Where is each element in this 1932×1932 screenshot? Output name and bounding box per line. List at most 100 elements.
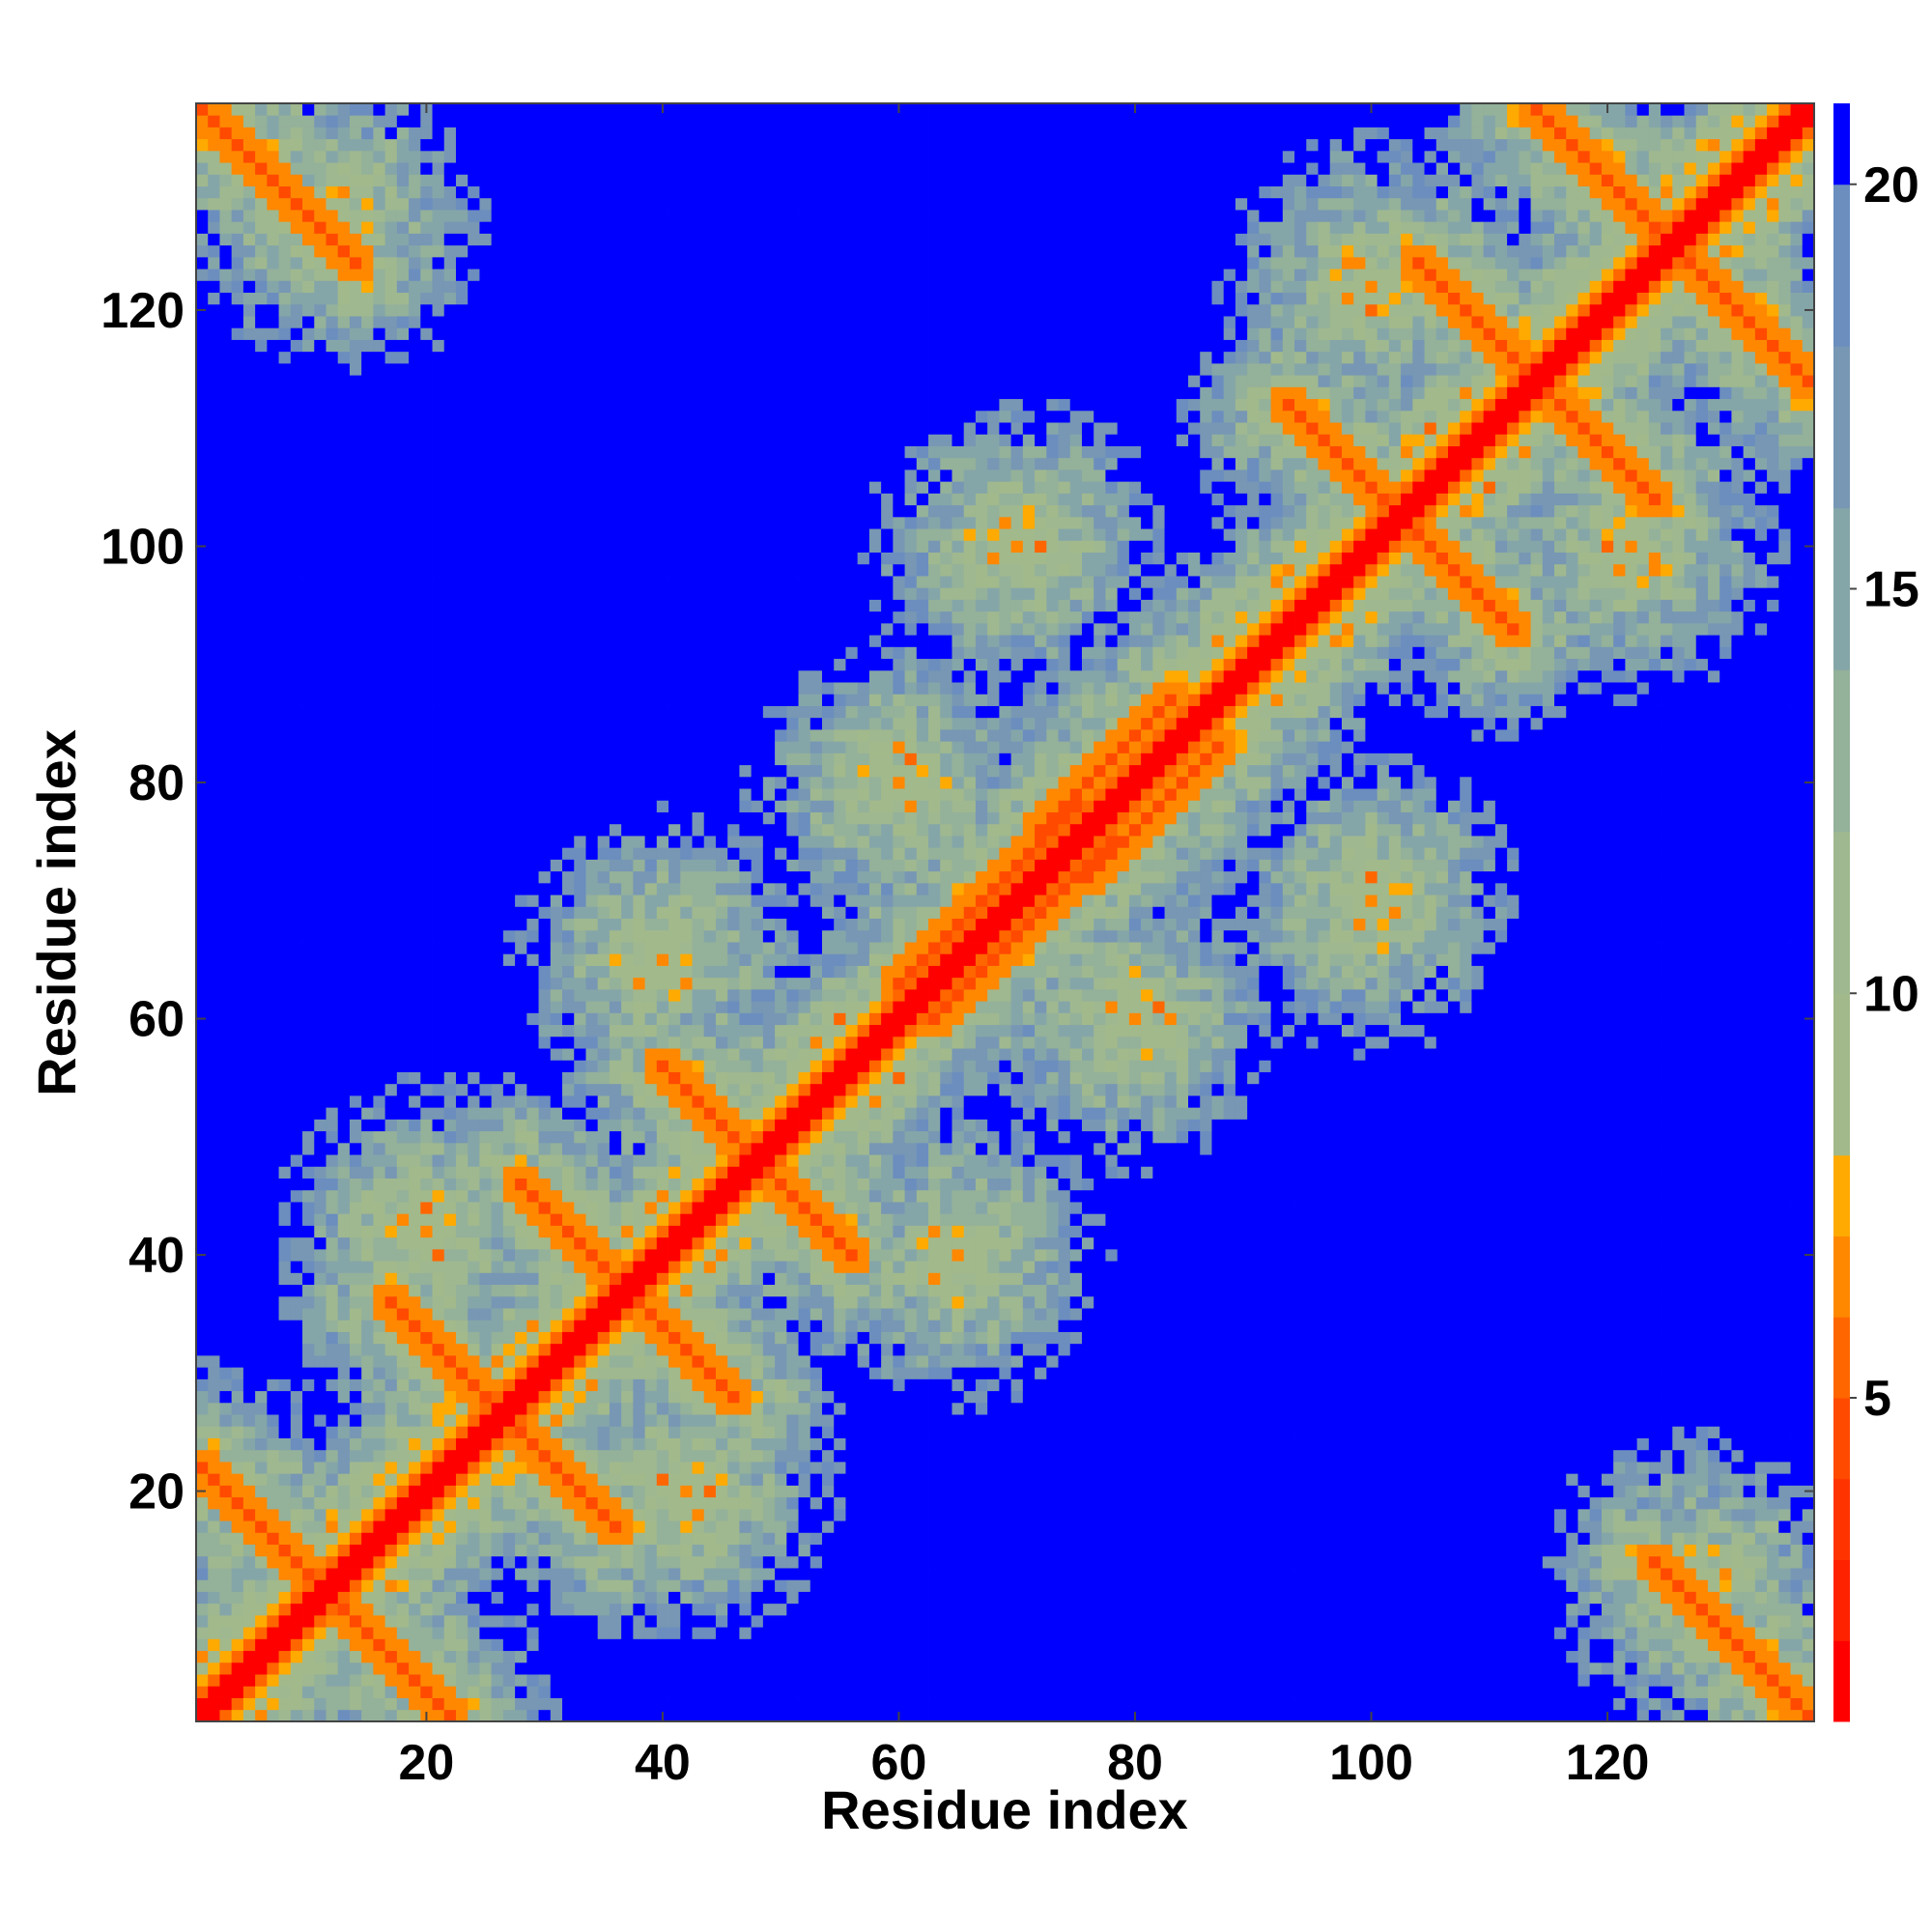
heatmap-cell <box>526 362 539 376</box>
heatmap-cell <box>208 965 220 979</box>
heatmap-cell <box>278 563 292 577</box>
heatmap-cell <box>267 410 279 423</box>
heatmap-cell <box>267 1603 279 1616</box>
heatmap-cell <box>278 741 292 753</box>
heatmap-cell <box>361 859 374 872</box>
heatmap-cell <box>585 1284 599 1297</box>
heatmap-cell <box>574 1295 586 1309</box>
heatmap-cell <box>396 1473 410 1486</box>
heatmap-cell <box>373 1107 386 1120</box>
heatmap-cell <box>609 386 622 400</box>
heatmap-cell <box>455 197 469 211</box>
heatmap-cell <box>455 1343 469 1356</box>
heatmap-cell <box>585 1426 599 1438</box>
heatmap-cell <box>208 528 220 541</box>
heatmap-cell <box>314 1308 327 1321</box>
heatmap-cell <box>278 611 292 624</box>
heatmap-cell <box>208 127 220 140</box>
heatmap-cell <box>314 316 327 328</box>
heatmap-cell <box>267 800 279 812</box>
heatmap-cell <box>208 694 220 706</box>
heatmap-cell <box>420 563 433 577</box>
heatmap-cell <box>443 185 457 199</box>
heatmap-cell <box>314 1142 327 1155</box>
heatmap-cell <box>255 1001 268 1013</box>
heatmap-cell <box>597 1320 611 1332</box>
heatmap-cell <box>538 800 552 812</box>
heatmap-cell <box>491 115 504 128</box>
heatmap-cell <box>231 552 244 565</box>
heatmap-cell <box>515 493 527 506</box>
heatmap-cell <box>373 1130 386 1144</box>
heatmap-cell <box>196 1178 209 1191</box>
heatmap-cell <box>491 434 504 446</box>
heatmap-cell <box>468 1485 480 1498</box>
heatmap-cell <box>609 682 622 695</box>
heatmap-cell <box>219 1142 233 1155</box>
heatmap-cell <box>621 1308 634 1321</box>
heatmap-cell <box>502 1142 516 1155</box>
heatmap-cell <box>526 953 539 966</box>
heatmap-cell <box>468 1614 480 1628</box>
heatmap-cell <box>597 327 611 340</box>
heatmap-cell <box>196 1603 209 1616</box>
heatmap-cell <box>585 811 599 825</box>
heatmap-cell <box>409 717 421 730</box>
heatmap-cell <box>502 280 516 294</box>
heatmap-cell <box>396 741 410 753</box>
heatmap-cell <box>491 150 504 163</box>
heatmap-cell <box>290 256 303 270</box>
heatmap-cell <box>267 717 279 730</box>
heatmap-cell <box>302 398 315 412</box>
heatmap-cell <box>208 256 220 270</box>
heatmap-cell <box>373 1048 386 1061</box>
heatmap-cell <box>550 1248 563 1262</box>
heatmap-cell <box>326 929 339 943</box>
heatmap-cell <box>361 1236 374 1250</box>
heatmap-cell <box>373 493 386 506</box>
heatmap-cell <box>409 576 421 588</box>
heatmap-cell <box>384 1473 398 1486</box>
heatmap-cell <box>609 351 622 364</box>
heatmap-cell <box>267 906 279 920</box>
heatmap-cell <box>491 339 504 353</box>
heatmap-cell <box>585 728 599 742</box>
heatmap-cell <box>349 1130 362 1144</box>
heatmap-cell <box>432 233 445 246</box>
heatmap-cell <box>373 1496 386 1510</box>
heatmap-cell <box>432 1402 445 1415</box>
heatmap-cell <box>290 882 303 895</box>
heatmap-cell <box>526 965 539 979</box>
heatmap-cell <box>349 1202 362 1214</box>
heatmap-cell <box>231 682 244 695</box>
heatmap-cell <box>326 1071 339 1085</box>
heatmap-cell <box>409 1202 421 1214</box>
heatmap-cell <box>267 1496 279 1510</box>
heatmap-cell <box>302 422 315 435</box>
heatmap-cell <box>290 540 303 553</box>
heatmap-cell <box>538 1236 552 1250</box>
heatmap-cell <box>562 611 575 624</box>
heatmap-cell <box>491 316 504 328</box>
heatmap-cell <box>255 1638 268 1652</box>
heatmap-cell <box>208 1119 220 1132</box>
heatmap-cell <box>373 445 386 459</box>
heatmap-cell <box>409 1095 421 1108</box>
heatmap-cell <box>621 1402 634 1415</box>
heatmap-cell <box>468 1591 480 1605</box>
heatmap-cell <box>443 587 457 600</box>
heatmap-cell <box>314 1107 327 1120</box>
heatmap-cell <box>562 1485 575 1498</box>
heatmap-cell <box>396 882 410 895</box>
heatmap-cell <box>609 1674 622 1687</box>
heatmap-cell <box>349 576 362 588</box>
heatmap-cell <box>242 1697 256 1711</box>
heatmap-cell <box>219 375 233 387</box>
heatmap-cell <box>242 705 256 719</box>
heatmap-cell <box>267 635 279 647</box>
heatmap-cell <box>373 800 386 812</box>
heatmap-cell <box>337 988 351 1002</box>
heatmap-cell <box>361 1154 374 1167</box>
heatmap-cell <box>219 728 233 742</box>
heatmap-cell <box>208 233 220 246</box>
